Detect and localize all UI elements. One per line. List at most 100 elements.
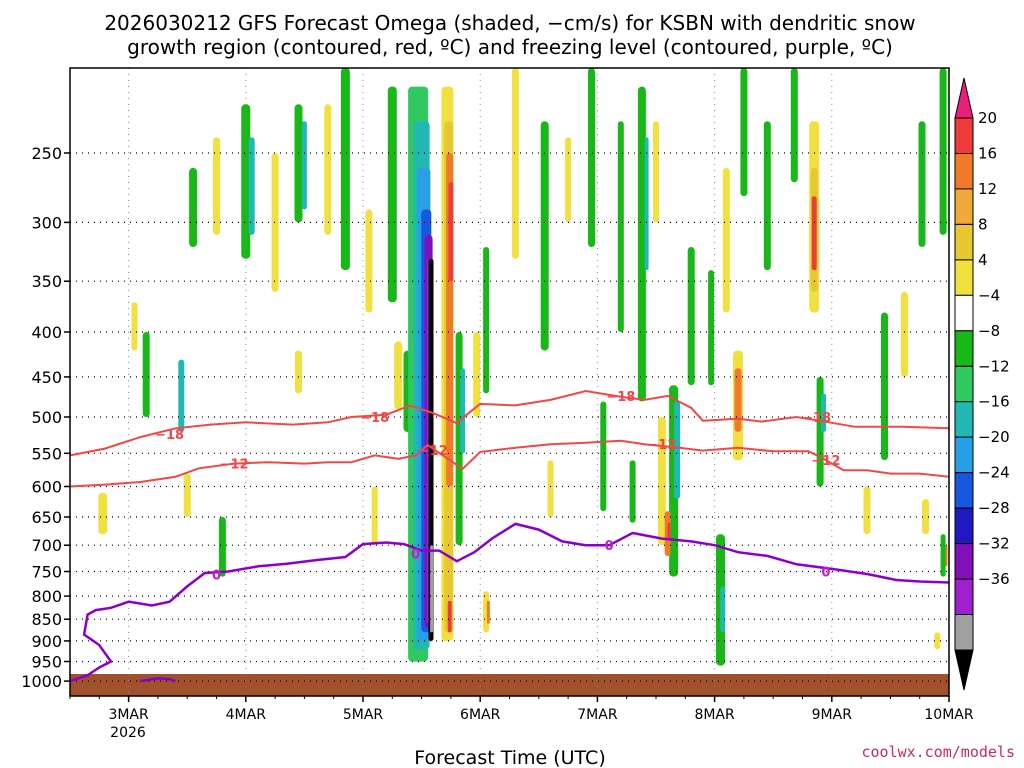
contour-label: −12 [220,458,249,473]
colorbar-tick-label: 16 [978,145,997,163]
omega-shading-cell [644,137,649,271]
colorbar-segment [954,578,974,616]
y-tick-label: 600 [31,478,62,497]
omega-shading-cell [394,341,403,410]
y-tick-label: 650 [31,508,62,527]
x-tick-label: 5MAR [343,707,384,723]
omega-shading-cell [98,492,108,535]
omega-shading-cell [720,586,726,633]
omega-shading-cell [189,167,198,247]
omega-shading-cell [248,137,255,235]
omega-shading-cell [565,137,572,223]
x-tick-label: 6MAR [460,707,501,723]
title-line-1: 2026030212 GFS Forecast Omega (shaded, −… [104,11,915,35]
omega-shading-cell [657,417,666,546]
omega-shading-cell [722,167,730,313]
omega-shading-cell [301,121,307,210]
colorbar-segment [954,436,974,474]
colorbar-tick-label: −24 [978,464,1010,482]
y-tick-label: 950 [31,653,62,672]
omega-shading-cell [430,545,434,633]
colorbar-tick-label: −20 [978,428,1010,446]
omega-shading-cell [734,368,742,432]
x-axis-label: Forecast Time (UTC) [414,747,605,768]
y-tick-label: 400 [31,323,62,342]
colorbar-segment [954,507,974,545]
x-tick-year: 2026 [110,725,146,741]
omega-shading-cell [653,121,659,223]
colorbar-segment [954,330,974,367]
colorbar-arrow-top [954,77,974,119]
omega-shading-cell [687,247,695,386]
omega-shading-cell [617,121,624,332]
colorbar-tick-label: −16 [978,393,1010,411]
x-tick-label: 3MAR [108,707,149,723]
omega-shading-cell [637,86,646,402]
contour-label: −18 [155,428,184,443]
colorbar-arrow-bottom [954,649,974,691]
contour-line [140,677,176,683]
y-tick-label: 450 [31,368,62,387]
omega-shading-cell [365,209,373,313]
omega-shading-cell [324,104,332,235]
contour-line [70,522,949,683]
grid-lines [70,68,950,696]
y-tick-label: 250 [31,144,62,163]
omega-shading-cell [600,401,607,512]
colorbar-tick-label: −32 [978,535,1010,553]
x-tick-label: 10MAR [924,707,973,723]
y-tick-label: 500 [31,408,62,427]
contour-lines [70,389,949,683]
omega-shading-cell [629,460,636,523]
omega-shading-cell [763,121,771,271]
contour-label: 0 [605,539,614,554]
colorbar-segment [954,259,974,296]
contour-labels: −18 −18 −18 −18 −12 −12 −12 −12 0 0 0 0 [155,390,840,584]
omega-shading-cell [473,332,481,417]
colorbar: 20 16 12 8 4 −4 −8 −12 −16 −20 −24 −28 −32 −36 [954,77,1010,691]
colorbar-segment [954,365,974,403]
contour-label: 0 [212,569,221,584]
omega-shading-cell [881,312,888,461]
contour-label: −12 [419,444,448,459]
omega-shading-cell [131,302,138,351]
contour-label: −18 [606,390,635,405]
x-axis-ticks: 3MAR 4MAR 5MAR 6MAR 7MAR 8MAR 9MAR 10MAR [69,696,974,723]
omega-shading-cell [588,68,595,247]
omega-shading-cell [178,359,185,432]
omega-shading-cell [547,460,554,517]
colorbar-segment [954,401,974,438]
omega-shading-cell [790,68,798,183]
omega-shading-cell [218,517,226,577]
colorbar-segment [954,153,974,190]
contour-label: 0 [821,566,830,581]
y-tick-label: 800 [31,587,62,606]
colorbar-tick-label: −4 [978,286,1000,304]
omega-shading-cell [918,121,926,247]
contour-label: −18 [802,411,831,426]
credit-text: coolwx.com/models [861,743,1015,761]
y-axis-ticks: 250 300 350 400 450 500 550 600 650 700 750 800 850 9… [21,144,70,691]
contour-label: −18 [360,411,389,426]
colorbar-tick-label: −28 [978,499,1010,517]
y-tick-label: 350 [31,272,62,291]
colorbar-tick-label: −8 [978,322,1000,340]
colorbar-tick-label: 12 [978,180,997,198]
colorbar-segment [954,472,974,509]
omega-shading-cell [486,600,490,624]
omega-shading-cell [940,534,946,577]
omega-shading-cell [922,499,930,535]
y-tick-label: 850 [31,610,62,629]
x-tick-label: 8MAR [694,707,735,723]
omega-shading-cell [811,196,817,271]
omega-shading-cell [483,247,490,394]
omega-shading-cell [740,68,748,197]
colorbar-segment [954,614,974,651]
omega-shading-cell [939,68,947,235]
colorbar-tick-label: −36 [978,570,1010,588]
colorbar-segment [954,188,974,225]
y-tick-label: 900 [31,632,62,651]
colorbar-tick-label: 4 [978,251,988,269]
omega-shading-cell [142,332,150,417]
